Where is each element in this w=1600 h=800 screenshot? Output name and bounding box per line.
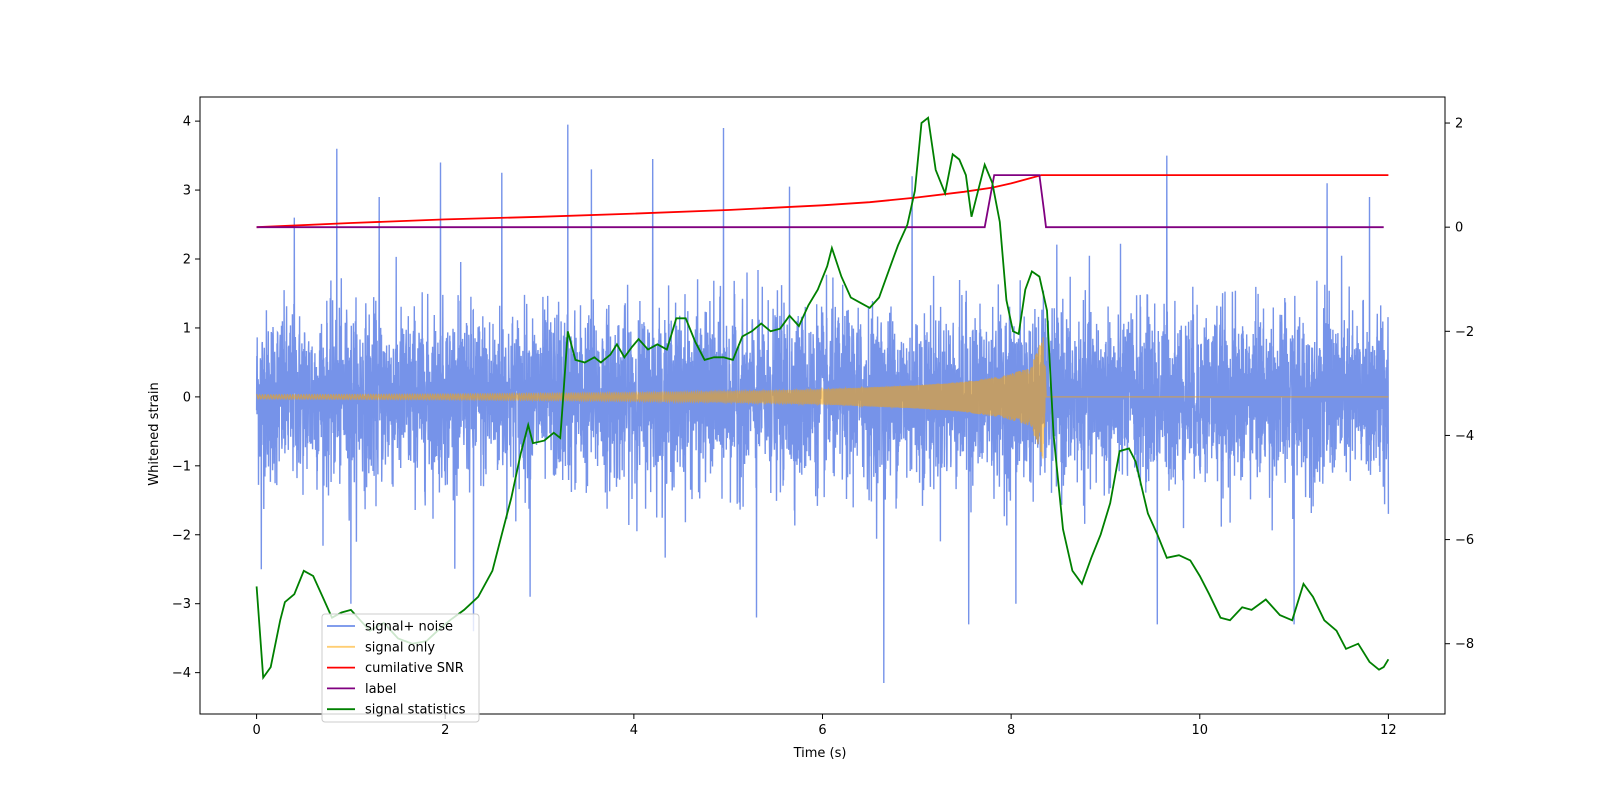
legend-box [321,613,480,723]
y-tick-label: 0 [183,390,191,405]
series-layer [255,116,1390,684]
legend-item-signal-only: signal only [327,640,435,655]
y-axis-label: Whitened strain [147,382,162,485]
x-tick-label: 12 [1380,723,1397,738]
y2-tick-label: −8 [1455,637,1474,652]
legend-item-signal-statistics: signal statistics [327,703,466,718]
series-label [256,174,1384,229]
x-axis-label: Time (s) [793,746,847,761]
legend-label: signal statistics [365,703,466,718]
y2-tick-label: 2 [1455,117,1463,132]
y2-tick-label: −4 [1455,429,1474,444]
legend-label: label [365,682,396,697]
x-tick-label: 4 [630,723,638,738]
y2-tick-label: −6 [1455,533,1474,548]
y-tick-label: −1 [172,459,191,474]
series-signal-statistics [255,116,1390,681]
y-tick-label: −3 [172,597,191,612]
legend-item-signal-noise: signal+ noise [327,620,453,635]
x-tick-label: 6 [818,723,826,738]
legend: signal+ noise signal only cumilative SNR la… [321,613,480,723]
series-cumilative-snr [256,174,1389,229]
x-tick-label: 10 [1191,723,1208,738]
y2-tick-label: 0 [1455,221,1463,236]
legend-label: cumilative SNR [365,661,464,676]
y-tick-label: 4 [183,115,191,130]
x-tick-label: 8 [1007,723,1015,738]
x-tick-label: 2 [441,723,449,738]
y2-tick-label: −2 [1455,325,1474,340]
y-tick-label: 2 [183,253,191,268]
legend-label: signal only [365,640,435,655]
series-signal-only [256,337,1389,459]
y-tick-label: −2 [172,528,191,543]
y-tick-label: 3 [183,184,191,199]
y-tick-label: −4 [172,666,191,681]
legend-item-cumilative-snr: cumilative SNR [327,661,464,676]
legend-item-label: label [327,682,396,697]
y-tick-label: 1 [183,321,191,336]
legend-label: signal+ noise [365,620,453,635]
series-signal-noise [255,124,1390,684]
x-tick-label: 0 [252,723,260,738]
